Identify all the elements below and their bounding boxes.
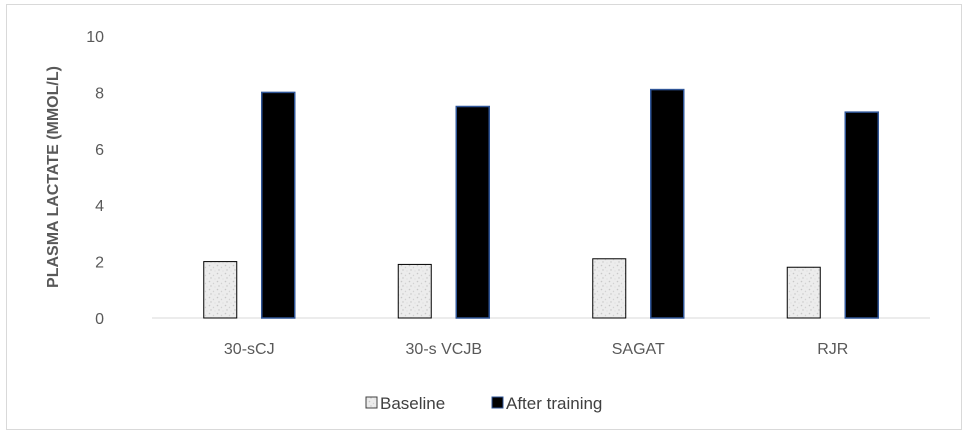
x-tick-label: 30-s VCJB	[406, 341, 482, 358]
legend-label-after-training: After training	[506, 394, 602, 413]
x-axis-ticks: 30-sCJ 30-s VCJB SAGAT RJR	[224, 341, 848, 358]
y-axis-label: PLASMA LACTATE (MMOL/L)	[45, 66, 62, 288]
legend-label-baseline: Baseline	[380, 394, 445, 413]
y-tick-label: 2	[95, 255, 104, 272]
legend-swatch-baseline	[365, 396, 378, 409]
x-tick-label: SAGAT	[612, 341, 665, 358]
bar-baseline	[592, 258, 627, 319]
legend-swatch-after-training	[491, 396, 504, 409]
bar-after-training	[455, 105, 490, 319]
x-tick-label: RJR	[817, 341, 848, 358]
bar-baseline	[397, 263, 432, 319]
y-axis-ticks: 0 2 4 6 8 10	[86, 29, 104, 328]
y-tick-label: 8	[95, 85, 104, 102]
legend: Baseline After training	[365, 394, 602, 413]
y-tick-label: 0	[95, 311, 104, 328]
bar-after-training	[650, 88, 685, 319]
bars	[203, 88, 879, 319]
bar-after-training	[844, 111, 879, 319]
bar-baseline	[786, 266, 821, 319]
x-tick-label: 30-sCJ	[224, 341, 275, 358]
bar-baseline	[203, 261, 238, 319]
y-tick-label: 6	[95, 142, 104, 159]
bar-after-training	[261, 91, 296, 319]
y-tick-label: 4	[95, 198, 104, 215]
y-tick-label: 10	[86, 29, 104, 46]
